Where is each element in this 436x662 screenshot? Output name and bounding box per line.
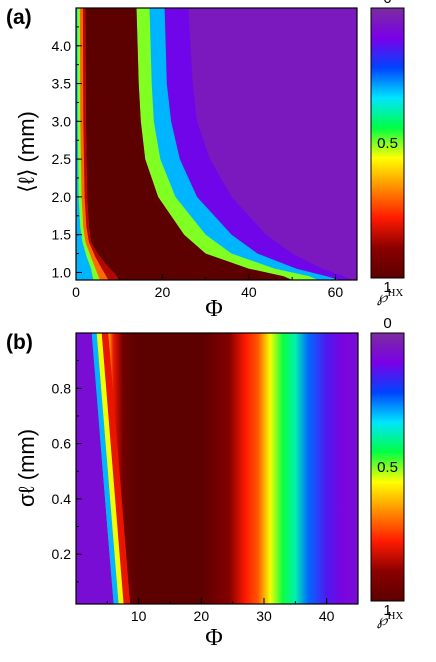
panel-b: (b) 10 20 30 40 0.2 0.4 0.6 0.8 Φ σℓ (mm) 0 0.5 1… bbox=[6, 315, 405, 651]
panel-a-colorbar: 0 0.5 1℘HX bbox=[370, 0, 405, 306]
colorbar-title: ℘HX bbox=[377, 287, 403, 306]
colorbar-tick-label: 0 bbox=[383, 0, 391, 7]
y-tick-label: 4.0 bbox=[52, 38, 72, 54]
panel-b-label: (b) bbox=[6, 331, 33, 354]
colorbar-title: ℘HX bbox=[377, 610, 403, 629]
y-tick-label: 2.0 bbox=[52, 189, 72, 205]
panel-b-y-axis-title: σℓ (mm) bbox=[14, 429, 39, 507]
panel-b-edge-band bbox=[96, 333, 126, 604]
panel-b-colorbar: 0 0.5 1℘HX bbox=[370, 315, 405, 629]
panel-a-edge-band bbox=[76, 8, 94, 280]
x-tick-label: 40 bbox=[241, 284, 257, 300]
colorbar-tick-label: 0.5 bbox=[377, 459, 398, 476]
x-tick-label: 40 bbox=[319, 608, 335, 624]
x-tick-label: 0 bbox=[72, 284, 80, 300]
y-tick-label: 0.8 bbox=[52, 380, 72, 396]
panel-b-edge-band bbox=[101, 333, 131, 604]
x-tick-label: 30 bbox=[256, 608, 272, 624]
panel-a-edge-band bbox=[76, 8, 100, 280]
panel-a-plot-frame bbox=[75, 7, 358, 281]
panel-b-heatmap bbox=[76, 333, 358, 604]
x-tick-label: 60 bbox=[328, 284, 344, 300]
panel-a-x-axis-title: Φ bbox=[205, 296, 223, 322]
panel-a-heatmap bbox=[76, 8, 357, 280]
colorbar-tick-label: 0 bbox=[383, 315, 391, 332]
panel-b-plot-frame bbox=[75, 332, 359, 605]
x-tick-label: 10 bbox=[131, 608, 147, 624]
panel-a-axes: 0 20 40 60 1.0 1.5 2.0 2.5 3.0 3.5 4.0 bbox=[52, 7, 344, 300]
panel-b-axes: 10 20 30 40 0.2 0.4 0.6 0.8 bbox=[52, 332, 359, 624]
panel-a-edge-band bbox=[76, 8, 120, 280]
y-tick-label: 3.0 bbox=[52, 113, 72, 129]
y-tick-label: 3.5 bbox=[52, 76, 72, 92]
panel-a-label: (a) bbox=[6, 6, 32, 29]
panel-a: (a) 0 20 40 60 1.0 1.5 2.0 2.5 3.0 3.5 4.0 Φ ⟨ℓ⟩ (… bbox=[6, 0, 405, 322]
colorbar-tick-label: 1 bbox=[383, 602, 391, 619]
colorbar-bar bbox=[370, 7, 405, 279]
x-tick-label: 20 bbox=[194, 608, 210, 624]
panel-a-y-axis-title: ⟨ℓ⟩ (mm) bbox=[14, 111, 39, 193]
panel-b-x-axis-title: Φ bbox=[205, 625, 223, 651]
y-tick-label: 0.6 bbox=[52, 436, 72, 452]
y-tick-label: 0.2 bbox=[52, 546, 72, 562]
panel-b-edge-region bbox=[76, 333, 114, 604]
y-tick-label: 2.5 bbox=[52, 151, 72, 167]
y-tick-label: 0.4 bbox=[52, 491, 72, 507]
x-tick-label: 20 bbox=[155, 284, 171, 300]
y-tick-label: 1.5 bbox=[52, 227, 72, 243]
panel-a-edge-band bbox=[76, 8, 109, 280]
colorbar-tick-label: 1 bbox=[383, 279, 391, 296]
panel-a-peak-region bbox=[85, 8, 293, 280]
y-tick-label: 1.0 bbox=[52, 264, 72, 280]
colorbar-tick-label: 0.5 bbox=[377, 135, 398, 152]
panel-b-edge-band bbox=[91, 333, 121, 604]
colorbar-bar bbox=[370, 332, 405, 602]
